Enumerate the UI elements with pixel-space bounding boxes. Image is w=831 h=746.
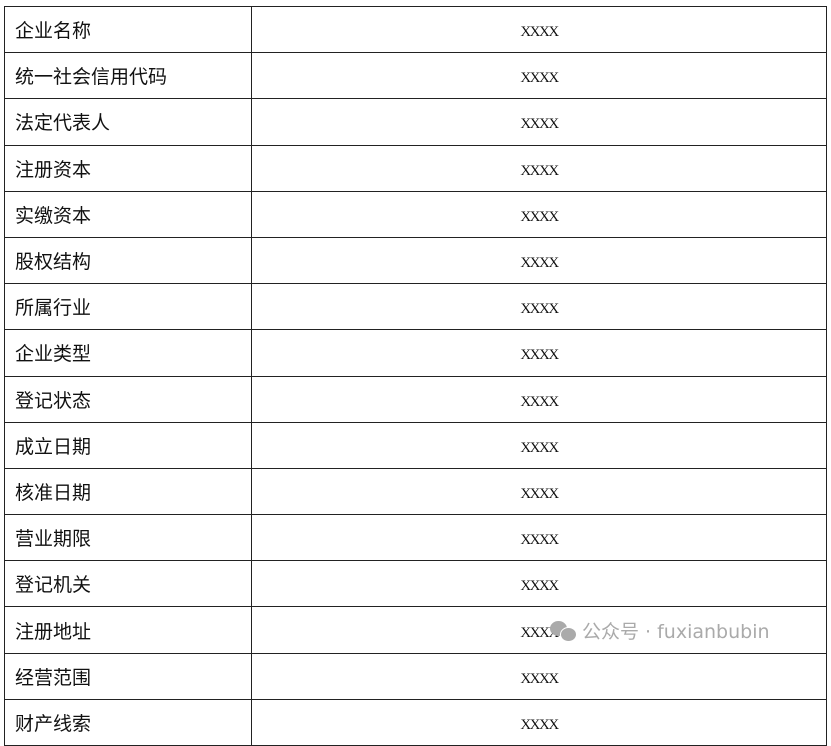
field-label: 登记状态 [4, 375, 252, 423]
field-value: XXXX [251, 190, 827, 238]
field-label: 注册资本 [4, 144, 252, 192]
table-row: 核准日期 XXXX [4, 467, 827, 516]
table-row: 企业名称 XXXX [4, 5, 827, 54]
table-row: 股权结构 XXXX [4, 236, 827, 285]
field-value: XXXX [251, 514, 827, 562]
field-label: 核准日期 [4, 467, 252, 516]
field-label: 企业类型 [4, 329, 252, 377]
table-row: 登记机关 XXXX [4, 560, 827, 608]
field-label: 经营范围 [4, 652, 252, 700]
field-value: XXXX [251, 5, 827, 54]
field-value: XXXX [251, 467, 827, 516]
field-value: XXXX [251, 283, 827, 331]
table-row: 财产线索 XXXX [4, 698, 827, 746]
field-label: 实缴资本 [4, 190, 252, 238]
table-row: 企业类型 XXXX [4, 329, 827, 377]
table-row: 所属行业 XXXX [4, 283, 827, 331]
field-value: XXXX [251, 698, 827, 746]
field-label: 统一社会信用代码 [4, 52, 252, 100]
field-label: 登记机关 [4, 560, 252, 608]
table-row: 登记状态 XXXX [4, 375, 827, 423]
field-label: 成立日期 [4, 421, 252, 469]
field-value: XXXX [251, 329, 827, 377]
field-value: XXXX [251, 144, 827, 192]
field-value: XXXX [251, 560, 827, 608]
table-row: 注册地址 XXXX [4, 606, 827, 654]
field-value: XXXX [251, 652, 827, 700]
table-row: 成立日期 XXXX [4, 421, 827, 469]
field-value: XXXX [251, 375, 827, 423]
table-row: 实缴资本 XXXX [4, 190, 827, 238]
watermark: 公众号 · fuxianbubin [550, 617, 770, 644]
table-row: 经营范围 XXXX [4, 652, 827, 700]
field-label: 财产线索 [4, 698, 252, 746]
field-value: XXXX [251, 52, 827, 100]
table-row: 营业期限 XXXX [4, 514, 827, 562]
field-label: 企业名称 [4, 5, 252, 54]
field-label: 注册地址 [4, 606, 252, 654]
wechat-icon [550, 620, 577, 642]
field-label: 所属行业 [4, 283, 252, 331]
table-row: 注册资本 XXXX [4, 144, 827, 192]
field-label: 股权结构 [4, 236, 252, 285]
watermark-text: 公众号 · fuxianbubin [582, 621, 770, 643]
field-label: 法定代表人 [4, 98, 252, 146]
field-value: XXXX [251, 98, 827, 146]
field-value: XXXX [251, 606, 827, 654]
table-row: 法定代表人 XXXX [4, 98, 827, 146]
field-value: XXXX [251, 421, 827, 469]
field-label: 营业期限 [4, 514, 252, 562]
table-row: 统一社会信用代码 XXXX [4, 52, 827, 100]
field-value: XXXX [251, 236, 827, 285]
